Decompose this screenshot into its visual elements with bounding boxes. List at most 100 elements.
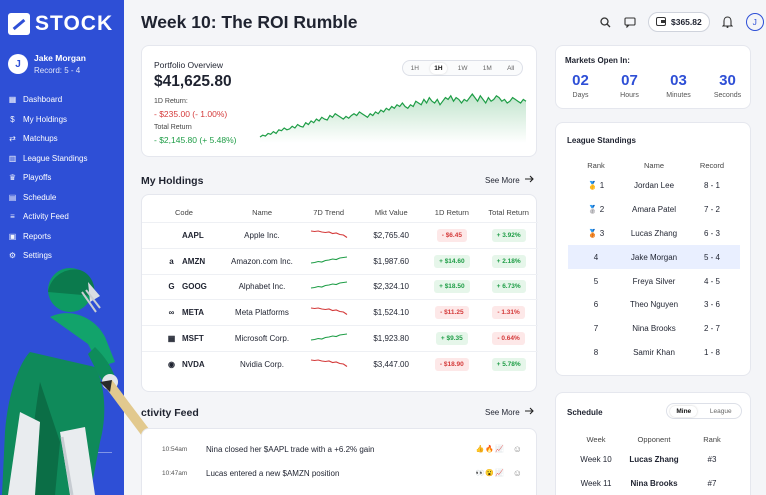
sidebar-item-label: Dashboard [23,95,63,105]
countdown-minutes: 03 Minutes [657,72,701,99]
sparkline [310,333,347,341]
range-option[interactable]: 1W [457,64,468,72]
user-profile[interactable]: J Jake Morgan Record: 5 - 4 [8,53,86,75]
list-item[interactable]: 10:47am Lucas entered a new $AMZN positio… [162,468,522,478]
table-row[interactable]: Week 11 Nina Brooks #7 [568,472,740,495]
table-row[interactable]: ∞ META Meta Platforms $1,524.10 - $11.25 - 1.… [142,300,538,327]
holdings-card: Code Name 7D Trend Mkt Value 1D Return T… [141,194,538,392]
sidebar-item-matchups[interactable]: ⇄ Matchups [0,129,124,149]
countdown-label: Minutes [666,92,691,99]
countdown-days: 02 Days [559,72,603,99]
google-icon: G [168,282,175,292]
activity-see-more-link[interactable]: See More [485,407,535,417]
header-avatar[interactable]: J [745,13,764,31]
standing-record: 3 - 6 [703,300,720,310]
standings-title: League Standings [567,136,636,145]
sidebar-item-reports[interactable]: ▣ Reports [0,227,124,247]
sidebar-item-settings[interactable]: ⚙ Settings [0,246,124,266]
col-header-opponent: Opponent [637,435,671,444]
range-option[interactable]: 1H [430,62,447,74]
countdown-value: 02 [572,72,589,89]
table-row[interactable]: Week 10 Lucas Zhang #3 [568,448,740,472]
table-row[interactable]: AAPL Apple Inc. $2,765.40 - $6.45 + 3.92% [142,223,538,249]
standing-name: Jordan Lee [633,181,675,191]
toggle-mine[interactable]: Mine [670,405,698,417]
sidebar-item-activity-feed[interactable]: ≡ Activity Feed [0,207,124,227]
sidebar-item-league-standings[interactable]: ▥ League Standings [0,149,124,169]
table-row[interactable]: ▦ MSFT Microsoft Corp. $1,923.80 + $9.35 - 0.… [142,326,538,352]
schedule-opponent: Lucas Zhang [629,455,679,465]
user-name: Jake Morgan [34,53,86,63]
search-icon[interactable] [598,15,612,29]
holding-name: Nvidia Corp. [239,360,284,370]
bell-icon[interactable] [721,15,735,29]
return-badge: - $11.25 [435,306,469,320]
standing-name: Amara Patel [631,205,677,215]
table-row[interactable]: 🥇 1 Jordan Lee 8 - 1 [568,174,740,198]
range-option[interactable]: 1M [482,64,492,72]
wallet-balance[interactable]: $365.82 [648,12,710,32]
table-row[interactable]: 🥉 3 Lucas Zhang 6 - 3 [568,222,740,246]
table-row[interactable]: 6 Theo Nguyen 3 - 6 [568,293,740,317]
wallet-balance-value: $365.82 [671,17,702,27]
message-icon[interactable] [623,15,637,29]
markets-countdown-card: Markets Open In: 02 Days 07 Hours 03 Minutes 3… [555,45,751,109]
logo[interactable]: STOCK [8,12,113,36]
holding-1d-return-cell: - $6.45 [424,228,479,242]
toggle-league[interactable]: League [709,407,732,415]
reaction-emojis[interactable]: 👍🔥📈 [475,446,505,453]
rank-value: 5 [593,276,599,286]
list-item[interactable]: 10:54am Nina closed her $AAPL trade with … [162,444,522,454]
table-row[interactable]: 7 Nina Brooks 2 - 7 [568,317,740,341]
standing-rank: 8 [568,348,624,357]
rank-value: 1 [599,181,605,191]
sidebar-item-label: League Standings [23,153,88,163]
portfolio-value: $41,625.80 [154,73,232,90]
table-row[interactable]: 🥈 2 Amara Patel 7 - 2 [568,198,740,222]
range-option[interactable]: 1H [410,64,419,72]
sidebar-item-label: Reports [23,231,52,241]
standing-rank: 🥉 3 [568,229,624,238]
holding-code-cell: a AMZN [142,257,225,266]
holdings-see-more-link[interactable]: See More [485,175,535,185]
bar-chart-icon: ▥ [8,153,17,163]
holding-1d-return-cell: + $18.50 [424,280,479,294]
sidebar-item-label: Playoffs [23,173,52,183]
countdown-value: 30 [719,72,736,89]
rank-value: 2 [599,205,605,215]
holdings-title: My Holdings [141,175,204,187]
holding-1d-return-cell: + $9.35 [424,332,479,346]
reaction-emojis[interactable]: 👀😮📈 [475,470,505,477]
standing-name: Freya Silver [632,276,676,286]
amazon-icon: a [169,256,174,266]
sidebar-item-my-holdings[interactable]: $ My Holdings [0,110,124,130]
add-reaction-icon[interactable]: ☺ [512,468,522,478]
rank-value: 6 [593,300,599,310]
table-row[interactable]: ◉ NVDA Nvidia Corp. $3,447.00 - $18.90 + 5.78… [142,352,538,378]
range-option[interactable]: All [507,64,515,72]
nvidia-icon: ◉ [168,360,175,370]
table-row[interactable]: 5 Freya Silver 4 - 5 [568,269,740,293]
standing-record: 5 - 4 [703,252,720,262]
table-row[interactable]: 8 Samir Khan 1 - 8 [568,341,740,365]
return-badge: + 5.78% [491,358,526,372]
sidebar-item-dashboard[interactable]: ▦ Dashboard [0,90,124,110]
standing-record: 8 - 1 [703,181,720,191]
league-icon: ⚑ [8,473,17,482]
sidebar-item-players[interactable]: ☺ Players [8,485,49,495]
sidebar-item-que[interactable]: ⚑ que [8,470,50,485]
sidebar-item-schedule[interactable]: ▤ Schedule [0,188,124,208]
table-row[interactable]: G GOOG Alphabet Inc. $2,324.10 + $18.50 + 6.7… [142,275,538,301]
sidebar-item-playoffs[interactable]: ♛ Playoffs [0,168,124,188]
rank-value: 8 [593,347,599,357]
page-title: Week 10: The ROI Rumble [141,12,358,32]
activity-text: Nina closed her $AAPL trade with a +6.2%… [206,444,375,454]
dollar-icon: $ [10,114,15,124]
activity-feed-card: 10:54am Nina closed her $AAPL trade with … [141,428,537,495]
countdown-value: 03 [670,72,687,89]
table-row[interactable]: a AMZN Amazon.com Inc. $1,987.60 + $14.60 + 2… [142,249,538,275]
logo-icon [8,13,30,35]
rank-value: 4 [593,252,599,262]
add-reaction-icon[interactable]: ☺ [512,444,522,454]
table-row[interactable]: 4 Jake Morgan 5 - 4 [568,245,740,270]
